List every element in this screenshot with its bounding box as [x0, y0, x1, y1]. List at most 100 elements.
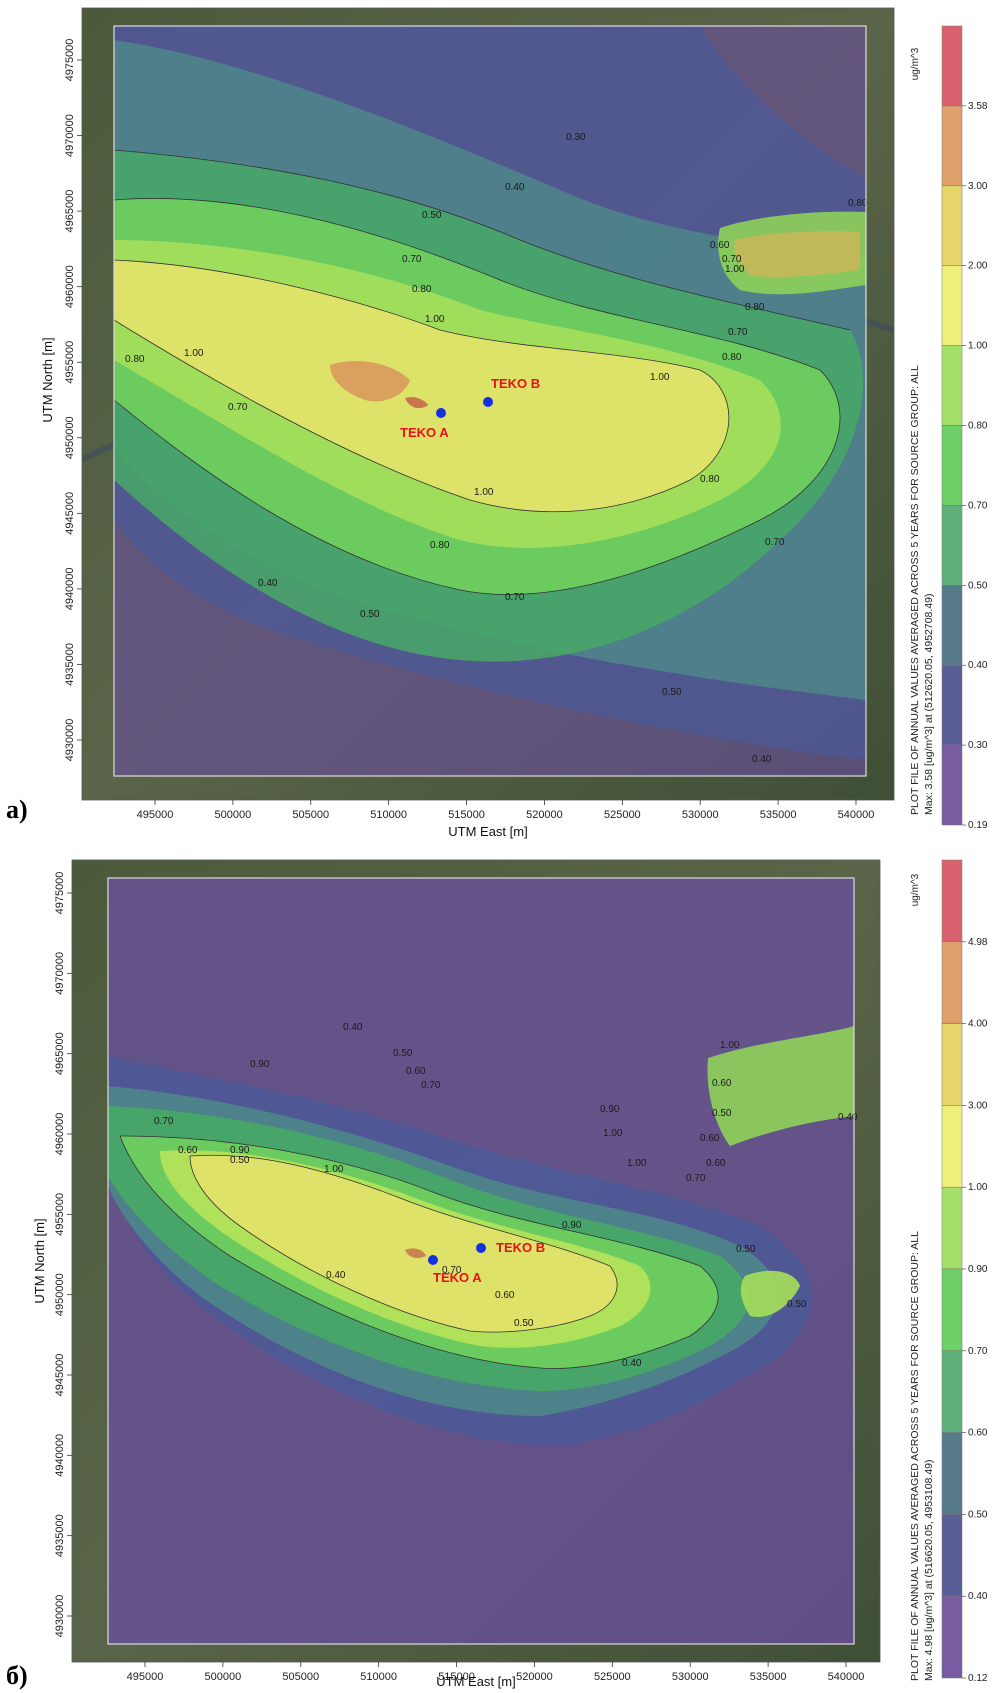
contour-label: 0.50 — [787, 1299, 807, 1310]
x-tick-label: 530000 — [682, 809, 719, 821]
y-tick-label: 4950000 — [54, 1273, 66, 1316]
y-tick-label: 4940000 — [64, 567, 76, 610]
y-tick-label: 4955000 — [54, 1193, 66, 1236]
contour-label: 0.80 — [745, 302, 765, 313]
contour-label: 0.80 — [412, 284, 432, 295]
x-tick-label: 505000 — [282, 1671, 319, 1683]
contour-label: 0.90 — [230, 1145, 250, 1156]
x-tick-label: 535000 — [750, 1671, 787, 1683]
colorbar-label: 1.00 — [968, 1182, 988, 1193]
colorbar-segment — [941, 1023, 963, 1106]
contour-label: 0.50 — [360, 609, 380, 620]
contour-label: 0.60 — [710, 240, 730, 251]
x-tick-label: 510000 — [370, 809, 407, 821]
contour-label: 0.40 — [258, 578, 278, 589]
colorbar-segment — [941, 505, 963, 586]
y-tick-label: 4940000 — [54, 1434, 66, 1477]
contour-label: 1.00 — [425, 314, 445, 325]
y-tick-label: 4955000 — [64, 341, 76, 384]
contour-label: 0.40 — [343, 1022, 363, 1033]
contour-label: 1.00 — [720, 1040, 740, 1051]
contour-line-0.70 — [119, 1135, 719, 1369]
source-label-teko-b: TEKO B — [496, 1240, 545, 1255]
y-axis-title: UTM North [m] — [40, 337, 55, 422]
contour-label: 0.80 — [430, 540, 450, 551]
colorbar-label: 2.00 — [968, 261, 988, 272]
contour-label: 0.50 — [736, 1244, 756, 1255]
colorbar-segment — [941, 744, 963, 826]
contour-label: 1.00 — [650, 372, 670, 383]
contour-label: 0.90 — [250, 1059, 270, 1070]
source-marker-teko-a — [436, 408, 446, 418]
colorbar-label: 3.00 — [968, 181, 988, 192]
contour-line-1.00 — [113, 259, 730, 513]
contour-label: 0.60 — [178, 1145, 198, 1156]
colorbar-segment — [941, 105, 963, 187]
colorbar-label: 0.50 — [968, 1509, 988, 1520]
contour-label: 0.30 — [566, 132, 586, 143]
source-marker-teko-b — [483, 397, 493, 407]
contour-label: 0.60 — [495, 1290, 515, 1301]
source-label-teko-a: TEKO A — [433, 1270, 482, 1285]
colorbar-label: 3.00 — [968, 1100, 988, 1111]
contour-fill-1.00 — [114, 260, 729, 512]
contour-label: 0.60 — [706, 1158, 726, 1169]
contour-fill-peak — [405, 1248, 426, 1258]
x-tick-label: 515000 — [438, 1671, 475, 1683]
y-tick-label: 4930000 — [64, 719, 76, 762]
y-tick-label: 4960000 — [54, 1113, 66, 1156]
colorbar-label: 0.30 — [968, 740, 988, 751]
colorbar-label: 4.00 — [968, 1019, 988, 1030]
contour-label: 0.60 — [700, 1133, 720, 1144]
contour-label: 0.70 — [505, 592, 525, 603]
colorbar-segment — [941, 1595, 963, 1679]
colorbar-segment — [941, 1268, 963, 1352]
colorbar-units: ug/m^3 — [910, 47, 921, 80]
y-tick-label: 4945000 — [64, 492, 76, 535]
x-tick-label: 540000 — [828, 1671, 865, 1683]
map-a-svg: 0.30 0.40 0.50 0.70 0.80 1.00 0.80 1.00 … — [40, 7, 988, 839]
y-tick-label: 4975000 — [64, 39, 76, 82]
plot-title-line-1: PLOT FILE OF ANNUAL VALUES AVERAGED ACRO… — [909, 365, 921, 815]
contour-fill-max — [330, 360, 410, 402]
colorbar-label: 0.70 — [968, 1346, 988, 1357]
model-domain-boundary — [107, 877, 855, 1645]
contour-label: 0.70 — [228, 402, 248, 413]
colorbar-segment — [941, 664, 963, 746]
contour-line-0.70 — [113, 198, 841, 595]
colorbar-segment — [941, 1432, 963, 1515]
contour-label: 1.00 — [324, 1164, 344, 1175]
contour-label: 0.40 — [622, 1358, 642, 1369]
panel-label: б) — [6, 1661, 28, 1690]
map-panel-b: 0.40 0.50 0.60 0.70 0.90 0.70 0.60 0.90 … — [0, 846, 997, 1693]
x-tick-label: 525000 — [604, 809, 641, 821]
contour-label: 0.40 — [326, 1270, 346, 1281]
contour-label: 0.60 — [406, 1066, 426, 1077]
contour-fill-hill — [707, 1026, 854, 1146]
x-tick-label: 500000 — [215, 809, 252, 821]
axis-ticks: 495000 500000 505000 510000 515000 520000 5250… — [54, 872, 864, 1683]
source-marker-teko-a — [428, 1255, 438, 1265]
contour-label: 0.40 — [838, 1112, 858, 1123]
contour-label: 0.50 — [230, 1155, 250, 1166]
contour-fill-1.00 — [190, 1155, 618, 1333]
x-tick-label: 520000 — [526, 809, 563, 821]
x-axis-title: UTM East [m] — [436, 1674, 515, 1689]
x-axis-title: UTM East [m] — [448, 824, 527, 839]
y-tick-label: 4960000 — [64, 265, 76, 308]
contour-fill-hill-east — [740, 1270, 800, 1317]
colorbar-label: 0.80 — [968, 421, 988, 432]
colorbar-label: 4.98 — [968, 937, 988, 948]
x-tick-label: 520000 — [516, 1671, 553, 1683]
y-tick-label: 4965000 — [54, 1032, 66, 1075]
y-tick-label: 4935000 — [64, 643, 76, 686]
colorbar-segment — [941, 1105, 963, 1188]
colorbar-segment — [941, 859, 963, 943]
x-tick-label: 505000 — [292, 809, 329, 821]
contour-line-0.50 — [113, 149, 851, 331]
x-tick-label: 495000 — [137, 809, 174, 821]
colorbar-segment — [941, 585, 963, 666]
contour-label: 0.70 — [722, 254, 742, 265]
colorbar-segment — [941, 941, 963, 1024]
contour-label: 0.60 — [712, 1078, 732, 1089]
